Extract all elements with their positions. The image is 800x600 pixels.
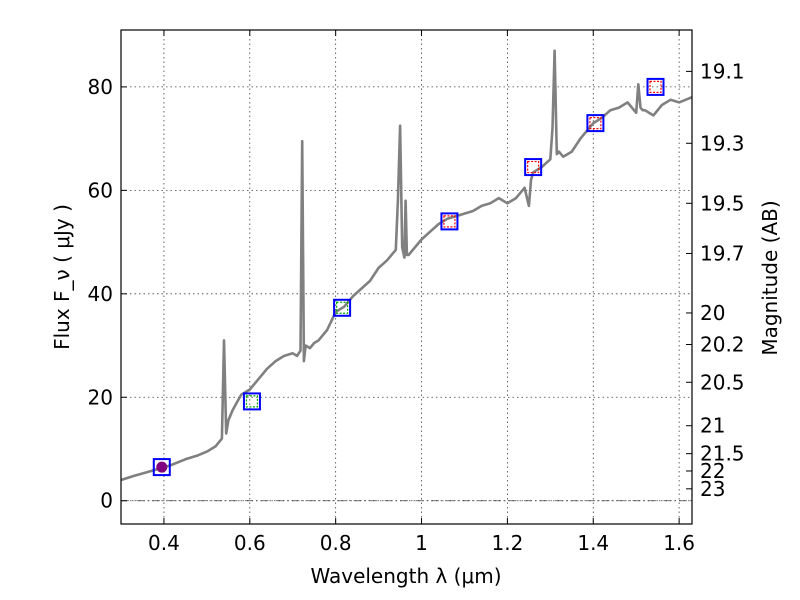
magnitude-tick-label: 23: [700, 477, 725, 501]
photometry-marker: [336, 301, 349, 314]
y-axis-label: Flux F_ν ( μJy ): [50, 204, 74, 350]
magnitude-tick-label: 19.7: [700, 241, 745, 265]
y-tick-label: 60: [88, 178, 113, 202]
photometry-marker: [440, 212, 459, 231]
photometry-marker: [527, 160, 540, 174]
y-tick-label: 20: [88, 385, 113, 409]
plot-frame: [120, 29, 693, 525]
x-tick-label: 0.8: [320, 531, 352, 555]
magnitude-tick-label: 20.2: [700, 333, 745, 357]
x-axis-label: Wavelength λ (μm): [310, 564, 501, 588]
magnitude-tick-label: 19.1: [700, 59, 745, 83]
photometry-marker: [589, 117, 602, 130]
photometry-marker: [524, 158, 543, 177]
photometry-marker: [443, 215, 456, 228]
magnitude-tick-label: 20.5: [700, 370, 745, 394]
plot-area: [120, 49, 693, 482]
x-tick-label: 0.6: [234, 531, 266, 555]
y-tick-label: 40: [88, 282, 113, 306]
grid-lines: [121, 30, 692, 524]
y-tick-label: 0: [100, 489, 113, 513]
photometry-marker: [152, 458, 171, 477]
photometry-circle-marker: [156, 461, 168, 473]
x-tick-label: 1: [415, 531, 428, 555]
x-tick-label: 1.2: [491, 531, 523, 555]
magnitude-tick-label: 22: [700, 459, 725, 483]
spectrum-line: [120, 49, 693, 482]
photometry-marker: [586, 114, 605, 133]
magnitude-tick-label: 19.5: [700, 191, 745, 215]
x-tick-label: 0.4: [148, 531, 180, 555]
photometry-marker: [646, 77, 665, 96]
photometry-marker: [649, 80, 662, 94]
y-tick-label: 80: [88, 75, 113, 99]
x-tick-label: 1.4: [577, 531, 609, 555]
magnitude-tick-label: 20: [700, 301, 725, 325]
y-axis-ticks: 0 20 40 60 80: [88, 75, 127, 513]
magnitude-tick-label: 21.5: [700, 442, 745, 466]
photometry-marker: [242, 392, 261, 411]
right-axis-label: Magnitude (AB): [758, 200, 782, 355]
x-tick-label: 1.6: [663, 531, 695, 555]
photometry-marker: [245, 395, 259, 408]
photometry-marker: [333, 298, 352, 317]
x-axis-ticks: 0.4 0.6 0.8 1 1.2 1.4 1.6: [148, 30, 695, 555]
magnitude-tick-label: 21: [700, 414, 725, 438]
magnitude-tick-label: 19.3: [700, 131, 745, 155]
